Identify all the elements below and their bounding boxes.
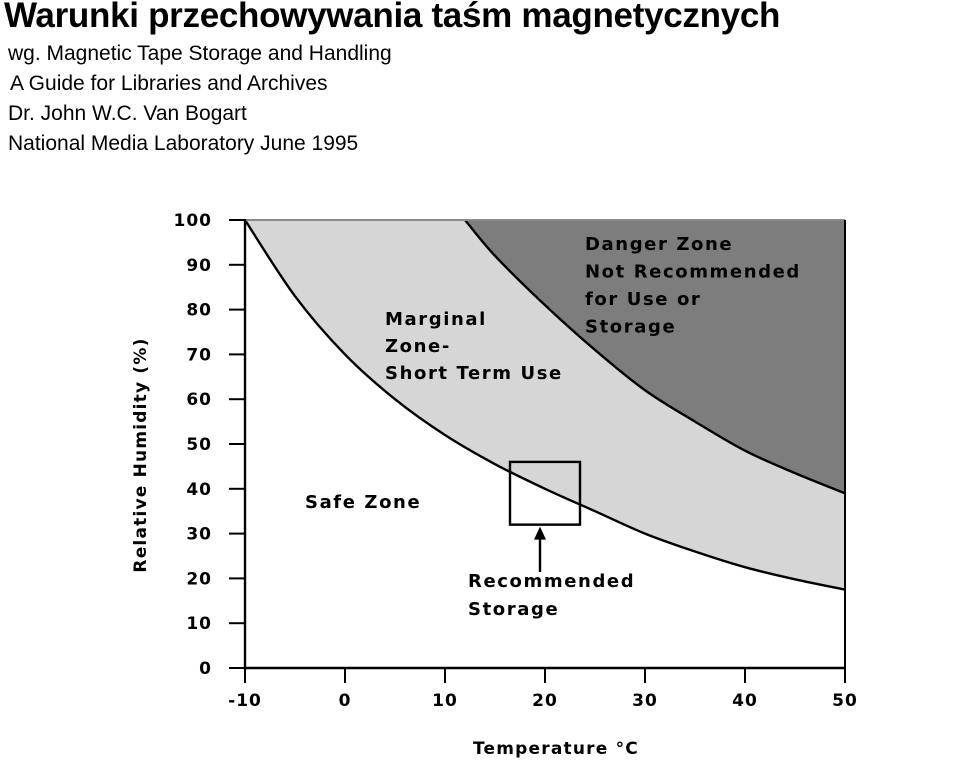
safe-zone-boundary	[243, 219, 846, 591]
y-tick-label: 20	[186, 569, 212, 589]
x-axis-title: Temperature °C	[473, 739, 639, 759]
danger-zone-label: Danger Zone	[585, 234, 733, 255]
x-tick-label: 20	[532, 691, 558, 711]
y-tick-label: 0	[199, 659, 212, 679]
recommended-storage-box	[508, 460, 582, 526]
y-tick-label: 80	[186, 301, 212, 321]
safe-zone-label: Safe Zone	[305, 492, 421, 513]
source-line-2: A Guide for Libraries and Archives	[10, 72, 328, 95]
y-axis-title: Relative Humidity (%)	[131, 337, 151, 572]
source-line-3: Dr. John W.C. Van Bogart	[8, 102, 247, 125]
y-tick-label: 60	[186, 390, 212, 410]
recommended-storage-label: Recommended	[468, 571, 635, 592]
marginal-zone-label: Short Term Use	[385, 363, 563, 384]
danger-zone-label: Storage	[585, 317, 676, 338]
x-tick-label: 0	[339, 691, 352, 711]
recommended-storage-label: Storage	[468, 599, 559, 620]
x-tick-label: 40	[732, 691, 758, 711]
danger-zone-area	[465, 220, 845, 494]
recommended-arrow-head	[534, 526, 546, 540]
marginal-zone-boundary	[464, 219, 846, 495]
marginal-zone-label: Marginal	[385, 309, 487, 330]
x-tick-label: 50	[832, 691, 858, 711]
y-tick-label: 50	[186, 435, 212, 455]
y-tick-label: 40	[186, 480, 212, 500]
danger-zone-label: for Use or	[585, 289, 701, 310]
danger-zone-label: Not Recommended	[585, 262, 801, 283]
y-tick-label: 100	[174, 211, 213, 231]
page-title: Warunki przechowywania taśm magnetycznyc…	[4, 0, 781, 35]
y-tick-label: 70	[186, 345, 212, 365]
source-line-1: wg. Magnetic Tape Storage and Handling	[8, 42, 392, 65]
x-tick-label: 10	[432, 691, 458, 711]
x-tick-label: 30	[632, 691, 658, 711]
marginal-zone-label: Zone-	[385, 336, 451, 357]
x-tick-label: -10	[228, 691, 262, 711]
y-tick-label: 10	[186, 614, 212, 634]
y-tick-label: 90	[186, 256, 212, 276]
y-tick-label: 30	[186, 525, 212, 545]
source-line-4: National Media Laboratory June 1995	[8, 132, 359, 155]
